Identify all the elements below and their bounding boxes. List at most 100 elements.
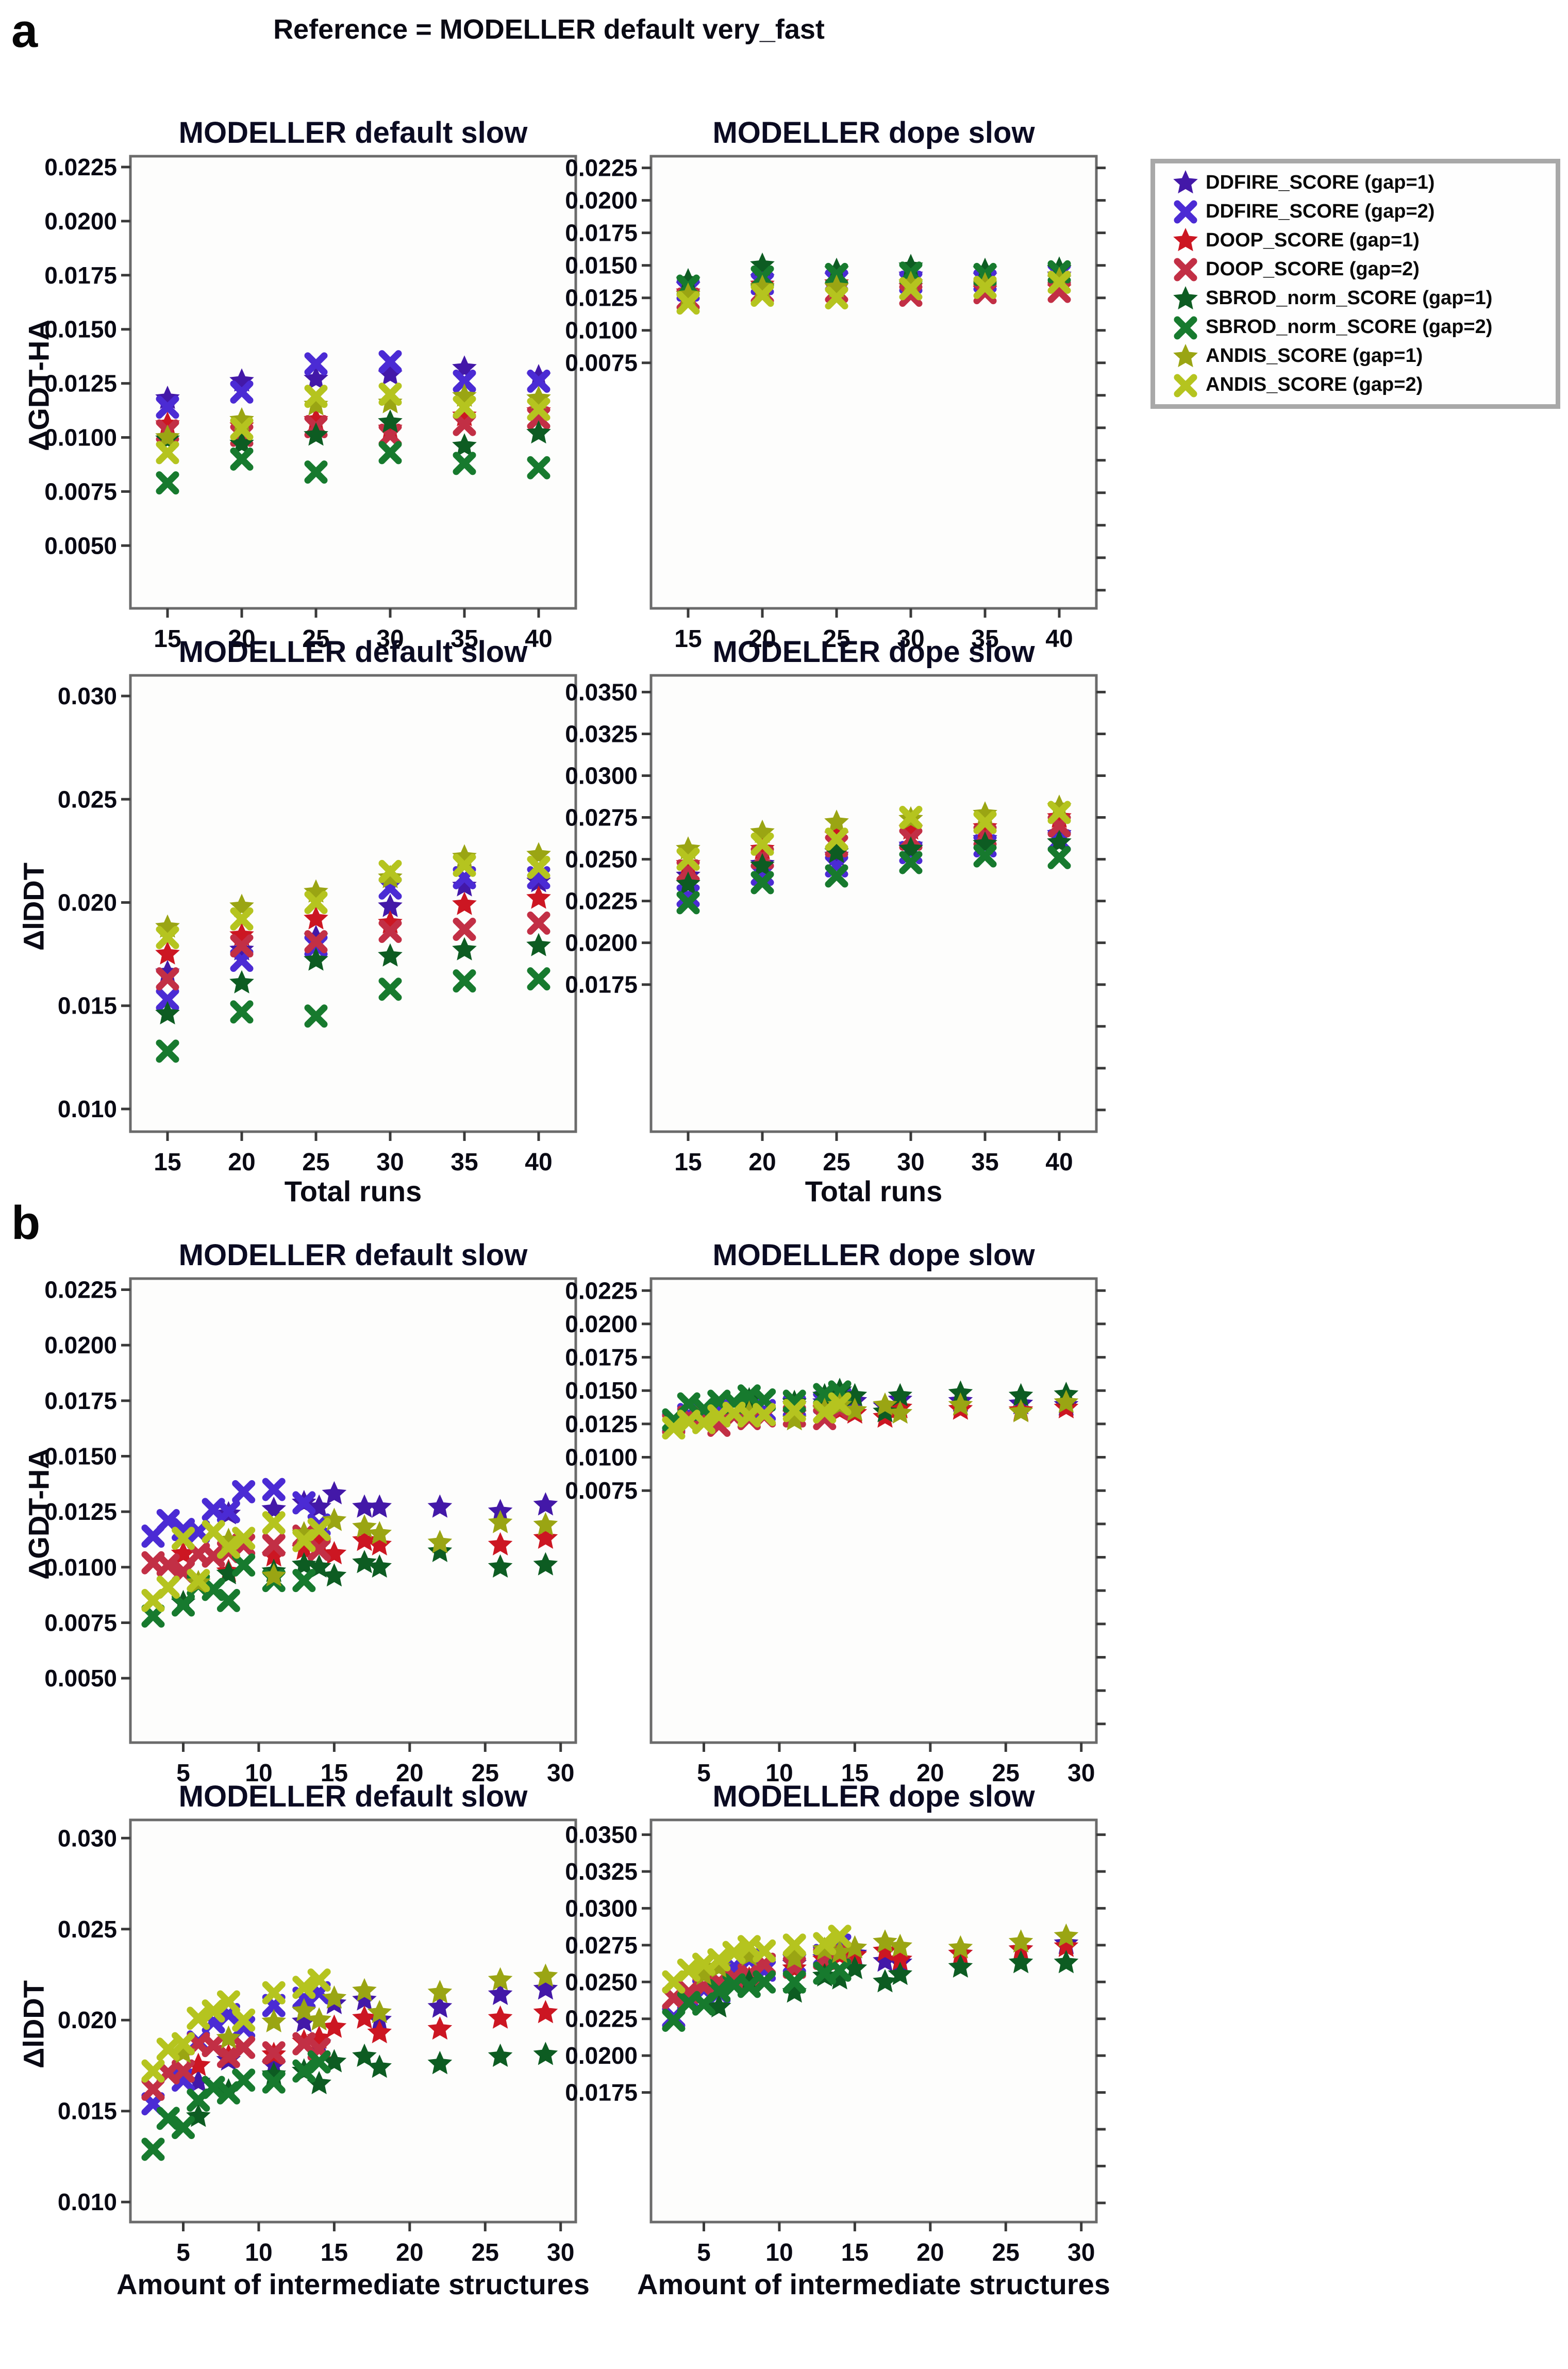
right-ticks	[1096, 690, 1106, 1112]
svg-text:0.0150: 0.0150	[44, 316, 117, 343]
legend-item: DOOP_SCORE (gap=2)	[1173, 256, 1556, 282]
subplot-b3: MODELLER default slow 0.010 0.015 0.020 0.0…	[12, 1776, 607, 2307]
subplot-canvas: 0.010 0.015 0.020 0.025 0.030 15 20 25 30 35 40	[58, 674, 577, 1176]
svg-text:0.015: 0.015	[58, 992, 117, 1019]
svg-text:10: 10	[245, 2239, 272, 2266]
subplot-a2: MODELLER dope slow 0.0075 0.0100 0.0125 0.0…	[532, 112, 1127, 693]
subplot-canvas: 0.010 0.015 0.020 0.025 0.030 5 10 15 20 25 30	[58, 1818, 577, 2266]
series-andis2-points	[676, 270, 1071, 315]
svg-text:0.0175: 0.0175	[44, 1387, 117, 1414]
svg-text:0.015: 0.015	[58, 2098, 117, 2125]
x-axis-title-total-runs-right: Total runs	[805, 1175, 943, 1207]
legend-star-icon	[1173, 343, 1198, 367]
x-ticks: 15 20 25 30 35 40	[674, 1132, 1073, 1176]
svg-text:15: 15	[154, 1149, 181, 1176]
svg-text:20: 20	[396, 2239, 423, 2266]
series-andis2-points	[141, 1511, 331, 1612]
svg-text:30: 30	[376, 1149, 404, 1176]
svg-text:40: 40	[525, 625, 552, 653]
subplot-a1: MODELLER default slow 0.0050 0.0075 0.0100…	[12, 112, 607, 693]
svg-text:0.0050: 0.0050	[44, 532, 117, 559]
subplot-canvas: 0.0175 0.0200 0.0225 0.0250 0.0275 0.0300 0.03…	[565, 1818, 1106, 2266]
svg-text:0.0350: 0.0350	[565, 1821, 638, 1848]
svg-text:25: 25	[823, 1149, 850, 1176]
y-ticks: 0.0175 0.0200 0.0225 0.0250 0.0275 0.0300 0.03…	[565, 678, 651, 998]
panel-a-label: a	[11, 5, 38, 57]
legend-label: DDFIRE_SCORE (gap=1)	[1206, 171, 1435, 193]
y-ticks: 0.010 0.015 0.020 0.025 0.030	[58, 683, 130, 1122]
svg-text:30: 30	[897, 625, 924, 653]
svg-text:20: 20	[748, 625, 776, 653]
legend-x-icon	[1174, 200, 1197, 224]
subplot-title: MODELLER default slow	[178, 116, 528, 150]
legend-x-icon	[1174, 316, 1197, 340]
legend-label: ANDIS_SCORE (gap=2)	[1206, 374, 1423, 396]
svg-text:25: 25	[992, 2239, 1020, 2266]
svg-text:0.0250: 0.0250	[565, 1968, 638, 1995]
subplot-title: MODELLER default slow	[178, 635, 528, 669]
legend-item: ANDIS_SCORE (gap=2)	[1173, 372, 1556, 398]
series-andis2-points	[156, 853, 551, 950]
series-sbrod2-points	[156, 441, 551, 495]
series-sbrod2-points	[156, 967, 551, 1063]
svg-text:25: 25	[302, 625, 329, 653]
svg-text:0.0100: 0.0100	[565, 1444, 638, 1471]
svg-text:0.0325: 0.0325	[565, 720, 638, 747]
svg-text:20: 20	[396, 1760, 423, 1787]
svg-text:10: 10	[765, 2239, 793, 2266]
svg-text:20: 20	[916, 2239, 944, 2266]
svg-text:15: 15	[321, 2239, 348, 2266]
svg-text:5: 5	[697, 1760, 711, 1787]
x-ticks: 5 10 15 20 25 30	[697, 1743, 1095, 1787]
svg-text:0.0300: 0.0300	[565, 763, 638, 789]
svg-text:10: 10	[765, 1760, 793, 1787]
subplot-title: MODELLER default slow	[178, 1238, 528, 1272]
legend-label: SBROD_norm_SCORE (gap=2)	[1206, 316, 1493, 338]
svg-text:0.0175: 0.0175	[565, 1344, 638, 1371]
right-ticks	[1096, 167, 1106, 592]
svg-text:40: 40	[1045, 1149, 1073, 1176]
series-ddfire2-points	[156, 350, 551, 419]
x-ticks: 15 20 25 30 35 40	[154, 1132, 553, 1176]
legend-label: SBROD_norm_SCORE (gap=1)	[1206, 287, 1493, 309]
svg-text:0.0225: 0.0225	[44, 1277, 117, 1303]
svg-text:0.0125: 0.0125	[44, 370, 117, 397]
svg-text:20: 20	[228, 625, 255, 653]
legend-item: DDFIRE_SCORE (gap=2)	[1173, 198, 1556, 224]
svg-text:0.010: 0.010	[58, 1096, 117, 1122]
legend-star-icon	[1173, 286, 1198, 309]
svg-text:30: 30	[547, 2239, 574, 2266]
svg-text:0.0175: 0.0175	[565, 220, 638, 246]
svg-text:15: 15	[154, 625, 181, 653]
svg-text:25: 25	[472, 2239, 499, 2266]
svg-text:0.0175: 0.0175	[565, 971, 638, 998]
svg-text:0.0200: 0.0200	[565, 187, 638, 214]
subplot-title: MODELLER dope slow	[712, 1780, 1035, 1813]
y-ticks: 0.0175 0.0200 0.0225 0.0250 0.0275 0.0300 0.03…	[565, 1821, 651, 2106]
svg-text:0.0225: 0.0225	[565, 1277, 638, 1304]
svg-text:0.0100: 0.0100	[44, 424, 117, 451]
x-ticks: 15 20 25 30 35 40	[154, 608, 553, 653]
right-ticks	[1096, 1289, 1106, 1726]
svg-text:0.0350: 0.0350	[565, 678, 638, 705]
subplot-canvas: 0.0075 0.0100 0.0125 0.0150 0.0175 0.0200 0.02…	[565, 1277, 1106, 1787]
subplot-title: MODELLER default slow	[178, 1780, 528, 1813]
series-sbrod2-points	[141, 2050, 331, 2161]
x-ticks: 5 10 15 20 25 30	[176, 2222, 574, 2266]
svg-text:0.0200: 0.0200	[565, 2042, 638, 2069]
series-sbrod1-points	[155, 933, 551, 1024]
svg-text:40: 40	[1045, 625, 1073, 653]
svg-text:0.0325: 0.0325	[565, 1858, 638, 1885]
x-ticks: 5 10 15 20 25 30	[697, 2222, 1095, 2266]
svg-text:0.0125: 0.0125	[565, 285, 638, 311]
svg-text:30: 30	[1067, 1760, 1095, 1787]
svg-text:0.0100: 0.0100	[565, 317, 638, 344]
y-ticks: 0.0075 0.0100 0.0125 0.0150 0.0175 0.0200 0.02…	[565, 1277, 651, 1504]
svg-text:10: 10	[245, 1760, 272, 1787]
svg-text:0.0125: 0.0125	[44, 1498, 117, 1525]
svg-text:0.020: 0.020	[58, 889, 117, 916]
panel-b-label: b	[11, 1197, 41, 1249]
series-sbrod2-points	[676, 844, 1071, 915]
series-andis2-points	[662, 1925, 852, 1994]
